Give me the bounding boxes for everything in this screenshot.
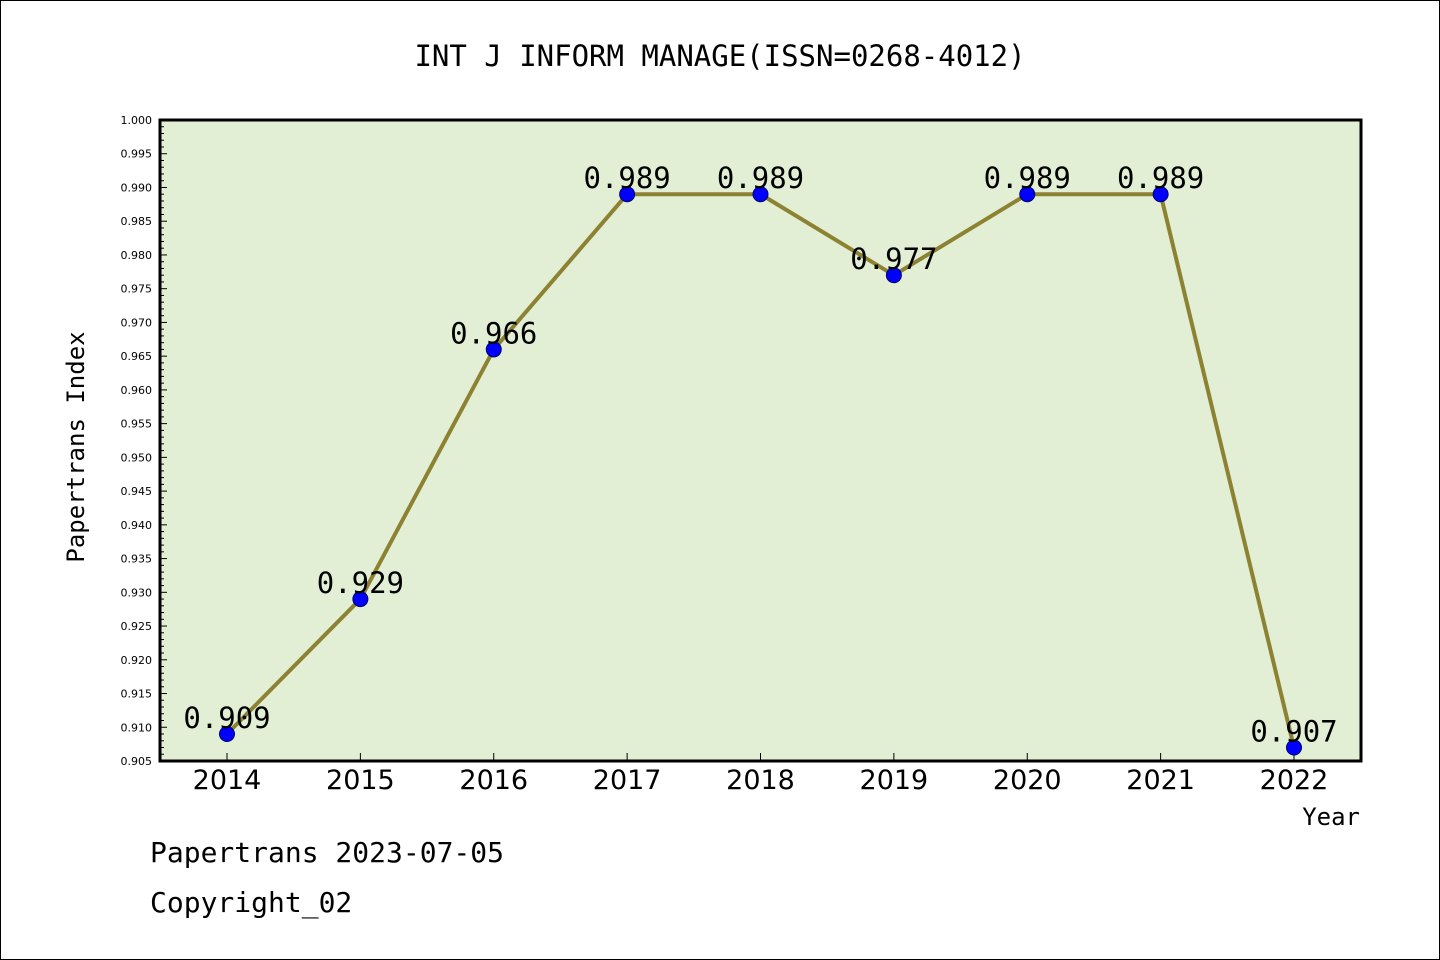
chart-title: INT J INFORM MANAGE(ISSN=0268-4012) [414,39,1025,73]
y-tick-label: 0.975 [121,283,153,296]
plot-area [160,120,1361,761]
data-point [1286,739,1302,756]
y-axis-label: Papertrans Index [62,331,90,562]
y-tick-label: 0.995 [121,148,153,161]
x-tick-label: 2016 [459,765,528,796]
y-tick-label: 0.990 [121,181,153,194]
data-point [752,186,769,203]
data-label: 0.966 [450,316,537,350]
x-tick-label: 2017 [593,765,662,796]
y-tick-label: 0.925 [121,620,153,633]
y-tick-label: 0.980 [121,249,153,262]
x-tick-label: 2014 [193,765,262,796]
y-tick-label: 0.945 [121,485,153,498]
x-tick-label: 2015 [326,765,395,796]
footer-copyright: Copyright_02 [150,886,353,919]
data-label: 0.989 [717,161,804,195]
y-tick-label: 0.985 [121,215,153,228]
y-tick-label: 0.930 [121,586,153,599]
data-point [352,591,369,608]
x-axis-label: Year [1302,803,1360,831]
footer-date: Papertrans 2023-07-05 [150,836,505,869]
data-label: 0.989 [1117,161,1204,195]
data-label: 0.977 [850,242,937,276]
y-tick-label: 0.905 [121,755,153,768]
data-label: 0.989 [984,161,1071,195]
y-tick-label: 0.915 [121,688,153,701]
x-tick-label: 2020 [993,765,1062,796]
data-label: 0.929 [317,566,404,600]
y-tick-label: 0.935 [121,553,153,566]
plot-border [158,118,1363,763]
y-tick-label: 0.970 [121,316,153,329]
y-tick-label: 1.000 [121,114,153,127]
data-label: 0.909 [183,701,270,735]
x-tick-label: 2019 [860,765,929,796]
x-tick-label: 2018 [726,765,795,796]
data-point [1019,186,1036,203]
y-tick-label: 0.920 [121,654,153,667]
y-tick-label: 0.910 [121,721,153,734]
y-tick-label: 0.940 [121,519,153,532]
x-tick-label: 2021 [1126,765,1195,796]
y-tick-label: 0.955 [121,418,153,431]
data-point [1152,186,1169,203]
y-tick-label: 0.960 [121,384,153,397]
x-tick-label: 2022 [1260,765,1329,796]
data-label: 0.989 [583,161,670,195]
data-point [619,186,636,203]
data-point [485,341,502,358]
y-tick-label: 0.965 [121,350,153,363]
data-label: 0.907 [1250,715,1337,749]
y-tick-label: 0.950 [121,451,153,464]
data-point [219,726,235,743]
data-point [885,267,902,284]
